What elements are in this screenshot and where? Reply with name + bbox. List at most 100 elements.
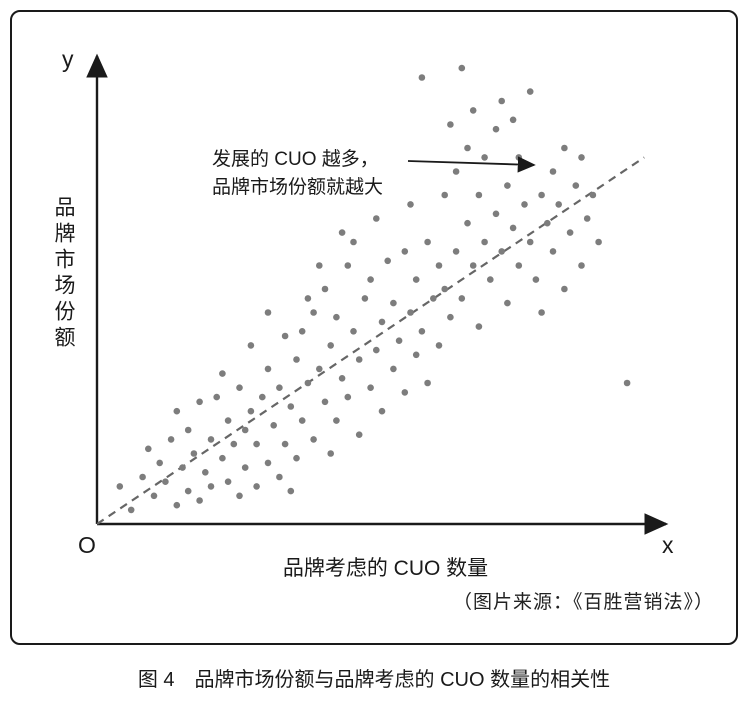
x-axis-title: 品牌考虑的 CUO 数量	[282, 557, 489, 580]
source-credit: （图片来源：《百胜营销法》）	[452, 592, 714, 613]
scatter-point	[515, 262, 523, 269]
scatter-point	[390, 299, 397, 307]
y-axis-letter: y	[62, 46, 74, 72]
scatter-point	[367, 384, 374, 392]
scatter-point	[276, 384, 283, 392]
trend-line	[96, 156, 645, 525]
scatter-point	[515, 154, 523, 161]
scatter-point	[304, 379, 312, 387]
scatter-point	[418, 328, 426, 335]
scatter-point	[270, 422, 278, 429]
scatter-point	[173, 407, 181, 415]
scatter-point	[321, 285, 329, 293]
scatter-point	[316, 365, 323, 373]
scatter-point	[236, 384, 243, 392]
scatter-point	[224, 478, 232, 486]
scatter-point	[475, 191, 483, 199]
scatter-point	[361, 295, 369, 302]
scatter-point	[247, 407, 255, 415]
scatter-point	[452, 248, 460, 255]
scatter-point	[139, 473, 146, 481]
scatter-points	[116, 64, 631, 514]
scatter-point	[116, 483, 124, 490]
scatter-point	[521, 201, 528, 208]
scatter-point	[264, 459, 272, 467]
figure-caption: 图 4 品牌市场份额与品牌考虑的 CUO 数量的相关性	[137, 669, 611, 691]
scatter-point	[350, 328, 357, 335]
scatter-point	[538, 309, 545, 316]
scatter-point	[281, 440, 289, 448]
x-axis-letter: x	[662, 532, 674, 558]
scatter-point	[338, 229, 346, 236]
scatter-point	[162, 478, 169, 486]
scatter-point	[447, 313, 454, 321]
scatter-point	[253, 440, 260, 448]
scatter-point	[407, 201, 414, 208]
scatter-point	[247, 342, 255, 349]
scatter-point	[281, 332, 289, 340]
scatter-point	[127, 506, 135, 514]
scatter-point	[418, 74, 426, 81]
scatter-point	[207, 483, 215, 490]
scatter-point	[230, 440, 238, 448]
scatter-point	[338, 375, 346, 382]
scatter-point	[298, 417, 306, 424]
annotation-line-1: 发展的 CUO 越多，	[212, 149, 379, 170]
scatter-point	[390, 365, 397, 373]
scatter-point	[441, 285, 449, 293]
scatter-point	[578, 262, 585, 269]
scatter-point	[333, 417, 340, 424]
scatter-point	[458, 64, 466, 72]
scatter-point	[236, 492, 243, 500]
figure-frame: y x O 品牌市场份额 品牌考虑的 CUO 数量 发展的 CUO 越多， 品牌…	[10, 10, 738, 645]
y-axis-title: 品牌市场份额	[52, 196, 75, 352]
scatter-point	[412, 276, 420, 283]
scatter-point	[253, 483, 260, 490]
scatter-point	[196, 497, 203, 504]
scatter-point	[241, 464, 249, 471]
scatter-point	[350, 238, 357, 246]
scatter-point	[509, 116, 517, 124]
scatter-point	[458, 295, 466, 302]
scatter-point	[327, 450, 335, 457]
scatter-point	[475, 323, 483, 330]
scatter-point	[498, 97, 506, 105]
scatter-point	[623, 379, 631, 387]
scatter-point	[492, 125, 500, 133]
scatter-point	[452, 168, 460, 175]
scatter-point	[184, 487, 192, 495]
scatter-point	[395, 337, 403, 345]
scatter-point	[184, 426, 192, 434]
scatter-point	[156, 459, 163, 467]
axes	[86, 53, 669, 535]
scatter-point	[435, 342, 443, 349]
scatter-point	[424, 238, 431, 246]
scatter-point	[373, 215, 380, 222]
scatter-point	[561, 285, 568, 293]
scatter-point	[412, 351, 420, 359]
scatter-point	[526, 88, 534, 95]
annotation-text: 发展的 CUO 越多， 品牌市场份额就越大	[212, 146, 383, 202]
scatter-point	[481, 154, 488, 161]
scatter-point	[310, 436, 317, 443]
scatter-point	[264, 309, 272, 316]
scatter-point	[595, 238, 602, 246]
scatter-point	[167, 436, 175, 443]
scatter-point	[481, 238, 488, 246]
scatter-point	[504, 299, 511, 307]
scatter-point	[355, 431, 363, 439]
scatter-point	[561, 144, 568, 152]
scatter-point	[304, 295, 312, 302]
scatter-point	[492, 210, 500, 218]
scatter-point	[344, 393, 352, 401]
scatter-point	[202, 469, 209, 476]
scatter-point	[355, 356, 363, 363]
scatter-point	[430, 295, 437, 302]
scatter-point	[344, 262, 352, 269]
scatter-point	[293, 356, 300, 363]
scatter-point	[566, 229, 574, 236]
scatter-point	[367, 276, 374, 283]
scatter-point	[526, 238, 534, 246]
scatter-plot	[86, 53, 669, 535]
scatter-point	[538, 191, 545, 199]
